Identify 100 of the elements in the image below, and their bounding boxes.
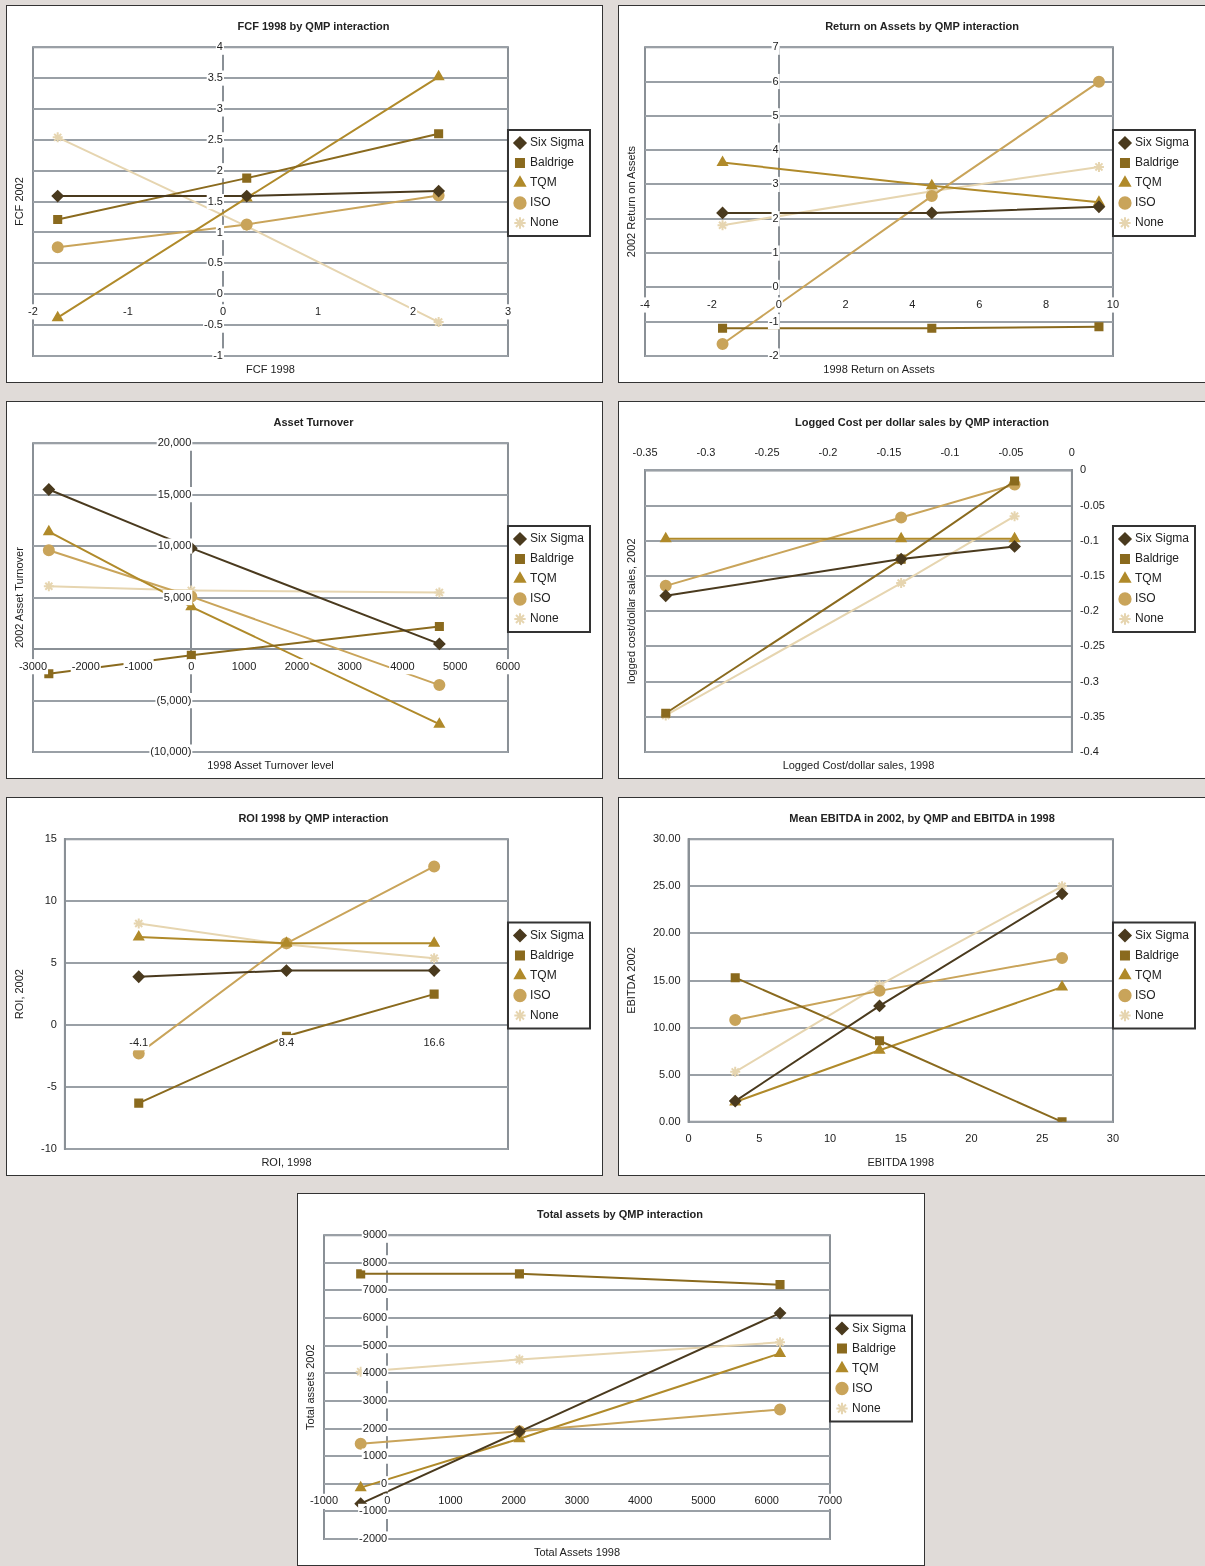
chart-title: Asset Turnover [273,415,355,428]
legend-label: Baldrige [529,551,575,566]
y-tick-label: 15,000 [157,487,192,500]
x-tick-label: 3000 [337,659,362,672]
y-tick-label: -0.4 [1079,745,1099,758]
y-tick-label: 5.00 [659,1067,681,1080]
chart-title: FCF 1998 by QMP interaction [237,19,390,32]
y-tick-label: (5,000) [156,693,192,706]
y-tick-label: 4 [772,143,779,156]
x-tick-label: -4.1 [129,1035,149,1048]
y-tick-label: -0.05 [1079,498,1105,511]
y-tick-label: -10 [40,1142,57,1155]
y-tick-label: 0 [381,1476,388,1489]
y-tick-label: -0.3 [1079,674,1099,687]
y-tick-label: -2 [768,349,779,362]
x-tick-label: 2 [842,298,849,311]
legend-label: Six Sigma [851,1320,907,1335]
y-axis-title: 2002 Asset Turnover [12,546,25,649]
legend-label: None [529,215,559,230]
y-tick-label: 3 [772,177,779,190]
x-tick-label: 4 [909,298,916,311]
legend-label: ISO [1134,591,1156,606]
x-tick-label: 0 [685,1132,692,1145]
y-axis-title: ROI, 2002 [12,969,25,1020]
y-tick-label: 10,000 [157,539,192,552]
x-tick-label: 30 [1106,1132,1120,1145]
x-axis-title: EBITDA 1998 [867,1155,935,1168]
y-tick-label: -1 [768,314,779,327]
x-tick-label: 2 [409,304,417,317]
x-tick-label: 2000 [501,1494,526,1507]
x-tick-label: -4 [640,298,650,311]
y-tick-label: 0 [1079,463,1087,476]
x-tick-label: 16.6 [423,1035,445,1048]
legend-label: Baldrige [1134,947,1180,962]
y-axis-title: Total assets 2002 [303,1344,316,1430]
x-tick-label: 5000 [442,659,468,672]
y-tick-label: 4 [216,40,223,53]
legend-label: None [1134,611,1164,626]
legend-label: Baldrige [529,155,575,170]
y-tick-label: 30.00 [653,832,681,845]
chart-title: Logged Cost per dollar sales by QMP interaction [794,415,1050,428]
chart-title: Total assets by QMP interaction [537,1207,704,1220]
x-tick-label: 1000 [438,1494,463,1507]
y-tick-label: 9000 [362,1228,388,1241]
y-tick-label: 1.5 [207,194,223,207]
legend-label: None [529,611,559,626]
x-axis-title: Logged Cost/dollar sales, 1998 [782,758,935,771]
y-tick-label: 3000 [362,1393,388,1406]
legend-label: None [851,1400,881,1415]
x-tick-label: 10 [823,1132,837,1145]
y-axis-title: EBITDA 2002 [624,947,637,1014]
y-tick-label: 5 [772,108,779,121]
legend-label: None [1134,215,1164,230]
legend-label: TQM [1134,967,1162,982]
y-tick-label: 6 [772,74,779,87]
legend-label: ISO [1134,195,1156,210]
x-tick-label: 8.4 [278,1035,295,1048]
legend-label: None [1134,1007,1164,1022]
y-tick-label: 25.00 [653,879,681,892]
y-axis-title: 2002 Return on Assets [624,145,637,258]
x-tick-label: -1 [123,304,133,317]
y-tick-label: 8000 [362,1255,388,1268]
x-tick-label: -3000 [18,659,48,672]
y-tick-label: 0 [772,280,779,293]
x-tick-label: -2000 [71,659,100,672]
y-tick-label: 2000 [362,1421,388,1434]
legend-label: Baldrige [851,1340,897,1355]
legend-label: Six Sigma [1134,531,1190,546]
x-tick-label: 2000 [284,659,310,672]
x-tick-label: 6 [976,298,983,311]
x-tick-label: -0.15 [876,445,902,458]
y-tick-label: 20,000 [157,436,192,449]
y-tick-label: 6000 [362,1311,388,1324]
y-tick-label: 2 [216,163,223,176]
x-tick-label: 1000 [231,659,257,672]
y-tick-label: 1 [772,246,779,259]
x-tick-label: -0.1 [940,445,960,458]
legend-label: Baldrige [1134,551,1180,566]
x-tick-label: 10 [1106,298,1120,311]
legend-label: TQM [529,967,557,982]
x-tick-label: 3 [504,304,512,317]
y-tick-label: -0.1 [1079,533,1099,546]
x-tick-label: -2 [28,304,38,317]
x-tick-label: 20 [965,1132,978,1145]
x-tick-label: 25 [1036,1132,1049,1145]
legend-label: TQM [529,175,557,190]
chart-title: Mean EBITDA in 2002, by QMP and EBITDA in 1998 [789,811,1055,824]
y-tick-label: 15.00 [653,973,681,986]
legend-label: ISO [529,987,551,1002]
x-tick-label: 8 [1043,298,1050,311]
legend-label: TQM [529,571,557,586]
y-tick-label: 15 [44,832,57,845]
y-tick-label: (10,000) [150,745,192,758]
x-tick-label: 1 [314,304,322,317]
x-tick-label: -1000 [124,659,153,672]
x-tick-label: 0 [1068,445,1075,458]
y-tick-label: -2000 [359,1532,388,1545]
y-tick-label: -0.2 [1079,604,1099,617]
y-tick-label: 0 [216,287,223,300]
x-axis-title: Total Assets 1998 [533,1545,621,1558]
